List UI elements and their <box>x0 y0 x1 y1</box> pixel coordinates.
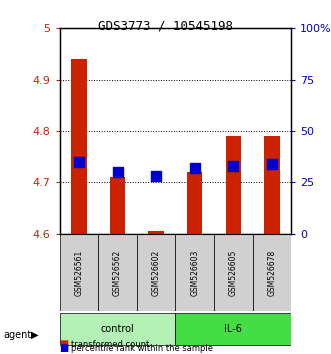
Text: agent: agent <box>3 330 31 339</box>
Bar <box>98 234 137 311</box>
Text: GSM526602: GSM526602 <box>152 249 161 296</box>
Point <box>115 169 120 175</box>
Text: GSM526605: GSM526605 <box>229 249 238 296</box>
Text: transformed count: transformed count <box>71 340 149 349</box>
Bar <box>175 313 291 345</box>
Point <box>231 163 236 169</box>
Bar <box>226 136 241 234</box>
Point <box>192 165 197 171</box>
Bar <box>187 172 203 234</box>
Text: GSM526562: GSM526562 <box>113 249 122 296</box>
Point <box>76 159 81 165</box>
Text: percentile rank within the sample: percentile rank within the sample <box>71 344 213 353</box>
Point <box>154 173 159 179</box>
Bar <box>137 234 175 311</box>
Text: ▶: ▶ <box>31 330 39 339</box>
Bar <box>110 177 125 234</box>
Text: GSM526678: GSM526678 <box>267 249 276 296</box>
Text: GSM526561: GSM526561 <box>74 249 83 296</box>
Bar <box>175 234 214 311</box>
Bar <box>60 234 98 311</box>
Text: GDS3773 / 10545198: GDS3773 / 10545198 <box>98 19 233 33</box>
Text: ■: ■ <box>60 343 69 353</box>
Point <box>269 161 275 167</box>
Bar <box>253 234 291 311</box>
Text: GSM526603: GSM526603 <box>190 249 199 296</box>
Text: IL-6: IL-6 <box>224 324 242 334</box>
Bar <box>60 313 175 345</box>
Text: ■: ■ <box>60 339 69 349</box>
Text: control: control <box>101 324 134 334</box>
Bar <box>214 234 253 311</box>
Bar <box>71 59 87 234</box>
Bar <box>264 136 280 234</box>
Bar <box>148 231 164 234</box>
